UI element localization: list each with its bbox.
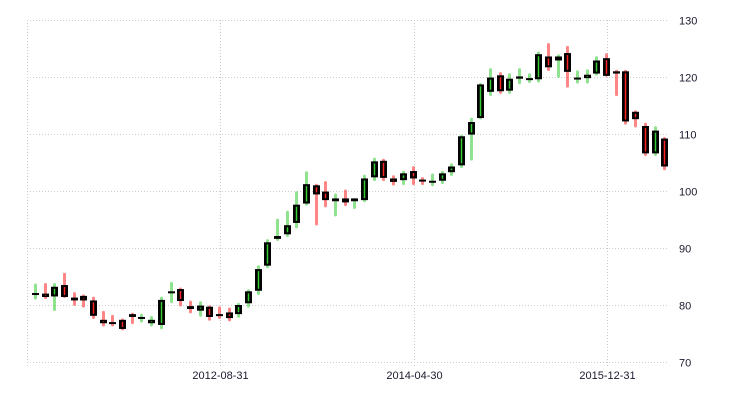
candle <box>661 137 668 171</box>
candle <box>535 51 542 83</box>
candle <box>526 73 533 84</box>
y-tick-label: 120 <box>679 73 697 85</box>
x-tick-label: 2012-08-31 <box>192 370 248 382</box>
candle <box>429 173 436 187</box>
candle-body <box>332 198 339 202</box>
candle-body <box>187 306 194 309</box>
candle-body <box>32 293 39 296</box>
candle <box>516 68 523 85</box>
candle-body <box>351 198 358 202</box>
candle <box>168 281 175 304</box>
candle <box>90 296 97 320</box>
candle <box>61 272 68 298</box>
x-tick-label: 2015-12-31 <box>579 370 635 382</box>
candle <box>138 313 145 323</box>
candle-body <box>526 78 533 81</box>
candle <box>410 166 417 186</box>
candle <box>293 191 300 229</box>
candle <box>313 183 320 226</box>
candle <box>584 69 591 84</box>
candle <box>506 73 513 94</box>
candle <box>439 170 446 184</box>
candle <box>255 265 262 296</box>
candle <box>332 193 339 217</box>
candle-series <box>32 43 668 331</box>
candle-body <box>138 316 145 319</box>
candle <box>51 282 58 312</box>
candle <box>245 289 252 308</box>
candle <box>71 292 78 306</box>
candle <box>80 294 87 308</box>
candle <box>197 301 204 317</box>
candle <box>322 180 329 208</box>
candle <box>400 170 407 186</box>
candle <box>555 54 562 78</box>
candle <box>303 171 310 206</box>
candle <box>284 210 291 237</box>
candle <box>380 158 387 182</box>
candle-body <box>168 291 175 294</box>
candle <box>351 198 358 210</box>
candle <box>109 314 116 327</box>
candle <box>129 312 136 325</box>
candle-body <box>71 297 78 301</box>
candle <box>593 56 600 76</box>
candle <box>652 126 659 157</box>
candle <box>632 110 639 128</box>
y-tick-label: 80 <box>679 301 691 313</box>
candle <box>226 307 233 322</box>
candle <box>448 163 455 176</box>
candle-body <box>274 236 281 239</box>
candle <box>468 117 475 161</box>
candle <box>206 305 213 321</box>
candle <box>42 282 49 300</box>
candle <box>545 43 552 72</box>
x-tick-label: 2014-04-30 <box>386 370 442 382</box>
candle <box>119 318 126 331</box>
candle <box>390 175 397 186</box>
candle-body <box>429 180 436 183</box>
candle-body <box>129 314 136 317</box>
candle <box>342 189 349 207</box>
candle <box>148 316 155 327</box>
candle <box>564 45 571 88</box>
candle-body <box>613 71 620 74</box>
y-tick-label: 130 <box>679 16 697 28</box>
candle-body <box>109 322 116 325</box>
grid-lines <box>27 20 668 368</box>
candle <box>32 283 39 300</box>
candle-body <box>216 314 223 317</box>
candle <box>622 69 629 125</box>
candle <box>235 302 242 318</box>
y-tick-label: 90 <box>679 244 691 256</box>
candle <box>100 310 107 327</box>
candle <box>158 296 165 330</box>
candle <box>371 157 378 182</box>
y-axis: 70 80 90 100 110 120 130 <box>679 16 697 370</box>
candle-body <box>574 77 581 80</box>
candle <box>477 82 484 120</box>
x-axis: 2012-08-31 2014-04-30 2015-12-31 <box>192 370 635 382</box>
candle <box>264 239 271 269</box>
candle <box>274 218 281 241</box>
candle <box>458 134 465 168</box>
candle <box>574 70 581 84</box>
candle <box>497 72 504 94</box>
candle <box>216 306 223 320</box>
candle <box>187 300 194 314</box>
y-tick-label: 70 <box>679 358 691 370</box>
candle <box>487 68 494 97</box>
y-tick-label: 110 <box>679 130 697 142</box>
candle <box>603 53 610 77</box>
candle <box>177 287 184 307</box>
candle-body <box>516 76 523 79</box>
candle <box>613 69 620 97</box>
y-tick-label: 100 <box>679 187 697 199</box>
candle <box>642 122 649 157</box>
candle <box>419 176 426 186</box>
candle-body <box>419 179 426 182</box>
candle <box>361 174 368 203</box>
